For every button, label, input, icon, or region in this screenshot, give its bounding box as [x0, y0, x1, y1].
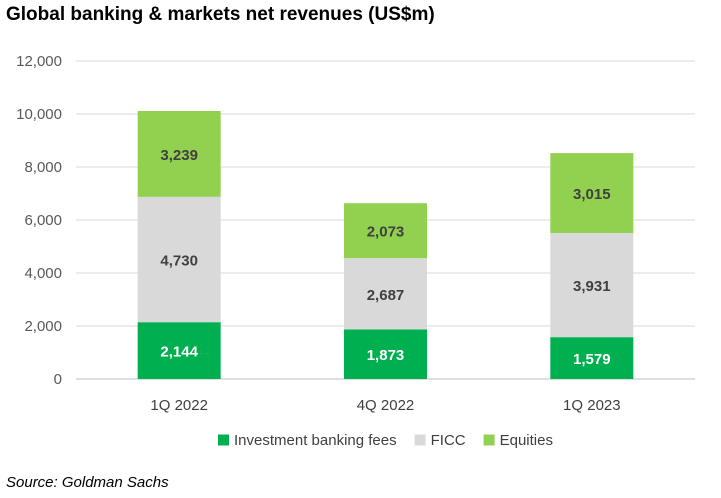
legend-swatch: [218, 434, 230, 446]
bar-segment: [344, 203, 427, 259]
data-label: 2,144: [160, 344, 198, 361]
legend-label: Equities: [500, 432, 553, 449]
bar-segment: [344, 329, 427, 379]
chart-title: Global banking & markets net revenues (U…: [6, 4, 435, 25]
data-label: 3,015: [573, 186, 611, 203]
x-tick-label: 4Q 2022: [357, 397, 415, 414]
bar-segment: [550, 153, 634, 233]
data-label: 3,931: [573, 278, 611, 295]
legend-swatch: [414, 434, 426, 446]
x-tick-label: 1Q 2022: [150, 397, 208, 414]
y-tick-label: 10,000: [16, 106, 62, 123]
data-label: 2,073: [367, 224, 405, 241]
data-label: 4,730: [160, 253, 198, 270]
x-tick-label: 1Q 2023: [563, 397, 621, 414]
bar-segment: [137, 111, 221, 197]
bar-segment: [550, 337, 634, 379]
data-label: 3,239: [160, 147, 198, 164]
y-tick-label: 4,000: [24, 265, 62, 282]
y-tick-label: 12,000: [16, 53, 62, 70]
bar-segment: [137, 322, 221, 379]
bar-segment: [137, 196, 221, 323]
y-tick-label: 2,000: [24, 318, 62, 335]
y-tick-label: 6,000: [24, 212, 62, 229]
y-tick-label: 8,000: [24, 159, 62, 176]
y-tick-label: 0: [54, 371, 62, 388]
legend-label: FICC: [431, 432, 466, 449]
data-label: 1,579: [573, 351, 611, 368]
bar-segment: [550, 232, 634, 338]
legend-swatch: [483, 434, 495, 446]
data-label: 1,873: [367, 347, 405, 364]
bar-segment: [344, 258, 427, 330]
source-note: Source: Goldman Sachs: [6, 474, 169, 491]
data-label: 2,687: [367, 287, 405, 304]
legend-label: Investment banking fees: [234, 432, 397, 449]
